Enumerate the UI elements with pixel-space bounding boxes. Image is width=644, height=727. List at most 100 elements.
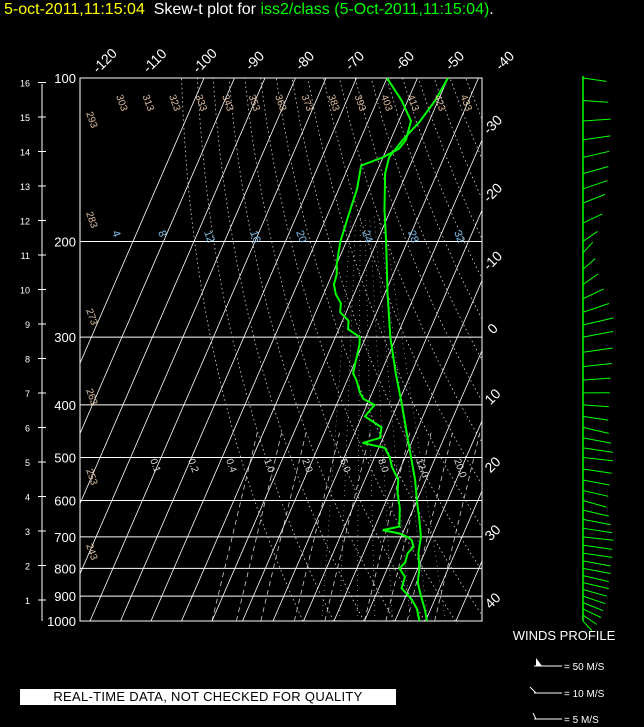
mixing-ratio-line <box>236 432 283 621</box>
dry-adiabat <box>433 78 482 200</box>
skewt-grid <box>38 77 483 622</box>
pressure-label: 1000 <box>47 614 76 629</box>
moist-adiabat <box>356 216 361 621</box>
wind-barb <box>582 150 610 158</box>
height-km-label: 6 <box>25 424 30 434</box>
isotherm-right-label: 10 <box>481 385 503 407</box>
mixing-ratio-label: 0.2 <box>185 457 200 474</box>
dry-adiabat <box>260 78 456 621</box>
theta-left-label: 283 <box>83 210 99 230</box>
isotherm-top-label: -120 <box>89 45 120 76</box>
theta-e-label: 4 <box>109 229 122 239</box>
theta-e-label: 8 <box>155 229 168 239</box>
theta-left-label: 263 <box>83 387 99 407</box>
header-plot-label: Skew-t plot for <box>153 1 256 18</box>
isotherm-top-label: -100 <box>189 45 220 76</box>
dry-adiabat <box>386 78 482 320</box>
theta-top-label: 383 <box>325 93 341 113</box>
isotherm <box>242 78 479 621</box>
wind-barb <box>582 457 613 462</box>
height-km-label: 13 <box>20 182 30 192</box>
height-km-label: 7 <box>25 389 30 399</box>
mixing-ratio-label: 8.0 <box>375 457 390 474</box>
height-km-label: 2 <box>25 562 30 572</box>
wind-barb <box>582 595 606 605</box>
dry-adiabat <box>212 78 365 621</box>
wind-barb <box>582 552 613 558</box>
legend-label: = 50 M/S <box>564 662 605 673</box>
pressure-label: 800 <box>54 561 76 576</box>
pressure-label: 700 <box>54 530 76 545</box>
legend-label: = 5 M/S <box>564 715 599 726</box>
moist-adiabat <box>378 216 429 621</box>
mixing-ratio-label: 0.4 <box>223 457 238 474</box>
wind-barb <box>582 468 612 474</box>
wind-barb <box>582 509 609 517</box>
wind-barb <box>582 241 594 254</box>
dry-adiabat <box>291 78 482 572</box>
isotherm-right-label: 20 <box>481 453 503 475</box>
isotherm <box>394 419 482 621</box>
wind-barb <box>582 527 613 534</box>
wind-barb <box>582 582 609 590</box>
isotherm <box>211 78 449 621</box>
mixing-ratio-label: 5.0 <box>337 457 352 474</box>
moist-adiabat <box>373 216 411 621</box>
wind-barb <box>582 258 596 270</box>
temperature-profile <box>383 78 449 621</box>
plot-header: 5-oct-2011,11:15:04 Skew-t plot for iss2… <box>4 1 494 19</box>
wind-barb <box>582 500 607 508</box>
theta-top-label: 403 <box>378 93 394 113</box>
isotherm-top-label: -60 <box>392 48 418 74</box>
wind-barb <box>582 404 609 408</box>
pressure-label: 900 <box>54 589 76 604</box>
wind-barb <box>582 560 611 567</box>
pressure-label: 200 <box>54 234 76 249</box>
isotherm <box>455 560 482 621</box>
dry-adiabat <box>244 78 426 621</box>
isotherm-lines <box>80 78 644 621</box>
wind-barb <box>582 213 603 224</box>
theta-left-label: 253 <box>83 467 99 487</box>
wind-barb <box>582 118 611 122</box>
height-km-label: 4 <box>25 493 30 503</box>
wind-barb <box>582 447 613 453</box>
winds-legend: WINDS PROFILE = 50 M/S = 10 M/S = 5 M/S <box>513 628 616 726</box>
mixing-ratio-label: 0.1 <box>147 457 162 474</box>
height-km-label: 16 <box>20 79 30 89</box>
theta-top-label: 363 <box>272 93 288 113</box>
theta-e-label: 12 <box>201 229 216 245</box>
isotherm <box>487 78 644 621</box>
winds-profile-title: WINDS PROFILE <box>513 628 616 643</box>
isotherm <box>548 78 644 621</box>
moist-adiabat <box>339 216 357 621</box>
wind-barb <box>582 536 614 541</box>
theta-e-label: 28 <box>405 229 420 245</box>
isotherm-top-label: -70 <box>342 48 368 74</box>
height-km-label: 9 <box>25 320 30 330</box>
dry-adiabat <box>354 78 482 402</box>
isotherm <box>425 489 482 621</box>
wind-barb <box>582 602 604 612</box>
moist-adiabat <box>383 216 446 621</box>
pressure-label: 600 <box>54 494 76 509</box>
wind-barb <box>582 330 614 338</box>
wind-barb <box>582 544 613 550</box>
wind-barb <box>582 567 611 574</box>
pressure-label: 400 <box>54 398 76 413</box>
isotherm-right-label: -20 <box>480 180 506 206</box>
isotherm <box>303 209 482 621</box>
height-km-label: 3 <box>25 527 30 537</box>
wind-barb <box>582 575 609 583</box>
dewpoint-profile <box>332 78 421 621</box>
isotherm <box>80 78 296 575</box>
theta-top-label: 433 <box>458 93 474 113</box>
pressure-label: 300 <box>54 330 76 345</box>
height-km-label: 14 <box>20 148 30 158</box>
theta-top-label: 313 <box>140 93 156 113</box>
theta-e-label: 20 <box>293 229 308 245</box>
dry-adiabat <box>181 78 304 621</box>
isotherm-right-label: 30 <box>481 521 503 543</box>
isotherm <box>272 139 482 621</box>
